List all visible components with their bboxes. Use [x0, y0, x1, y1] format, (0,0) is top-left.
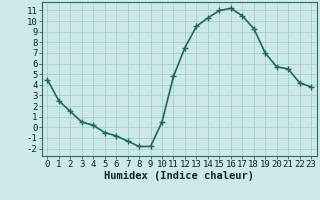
X-axis label: Humidex (Indice chaleur): Humidex (Indice chaleur)	[104, 171, 254, 181]
